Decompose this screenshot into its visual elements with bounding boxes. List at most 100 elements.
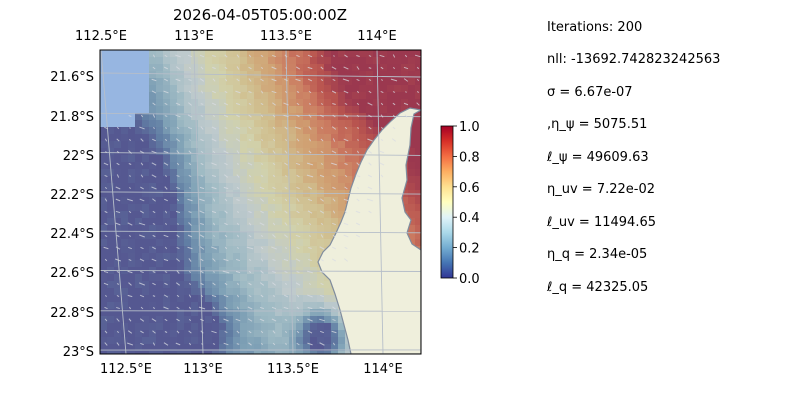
heatmap-cell — [205, 239, 213, 247]
heatmap-cell — [317, 211, 325, 219]
velocity-arrow — [165, 174, 167, 178]
heatmap-cell — [205, 337, 213, 345]
heatmap-cell — [100, 288, 108, 296]
velocity-arrow — [357, 139, 359, 141]
heatmap-cell — [310, 232, 318, 240]
heatmap-cell — [359, 134, 367, 142]
heatmap-cell — [142, 232, 150, 240]
heatmap-cell — [352, 113, 360, 121]
heatmap-cell — [170, 211, 178, 219]
velocity-arrow — [259, 282, 265, 286]
heatmap-cell — [240, 134, 248, 142]
heatmap-cell — [205, 64, 213, 72]
heatmap-cell — [331, 302, 339, 310]
heatmap-cell — [170, 176, 178, 184]
velocity-arrow — [163, 294, 169, 298]
velocity-arrow — [342, 78, 350, 82]
heatmap-cell — [240, 78, 248, 86]
velocity-arrow — [236, 150, 240, 154]
heatmap-cell — [219, 288, 227, 296]
velocity-arrow — [307, 210, 313, 214]
velocity-arrow — [320, 90, 324, 94]
heatmap-cell — [177, 197, 185, 205]
heatmap-cell — [226, 232, 234, 240]
heatmap-cell — [282, 211, 290, 219]
heatmap-cell — [394, 57, 402, 65]
velocity-arrow — [163, 258, 169, 262]
heatmap-cell — [121, 218, 129, 226]
heatmap-cell — [338, 50, 346, 58]
velocity-arrow — [201, 343, 203, 345]
heatmap-cell — [205, 323, 213, 331]
heatmap-cell — [282, 274, 290, 282]
heatmap-cell — [303, 295, 311, 303]
heatmap-cell — [240, 344, 248, 352]
heatmap-cell — [233, 148, 241, 156]
x-tick-top-label: 113.5°E — [260, 29, 312, 44]
heatmap-cell — [352, 162, 360, 170]
heatmap-cell — [219, 141, 227, 149]
heatmap-cell — [198, 344, 206, 352]
heatmap-cell — [163, 253, 171, 261]
heatmap-cell — [114, 330, 122, 338]
heatmap-cell — [415, 78, 421, 86]
velocity-arrow — [139, 258, 145, 262]
heatmap-cell — [156, 120, 164, 128]
heatmap-cell — [170, 225, 178, 233]
heatmap-cell — [240, 148, 248, 156]
velocity-arrow — [272, 54, 276, 58]
heatmap-cell — [331, 78, 339, 86]
heatmap-cell — [268, 85, 276, 93]
heatmap-cell — [142, 120, 150, 128]
heatmap-cell — [212, 183, 220, 191]
heatmap-cell — [177, 274, 185, 282]
velocity-arrow — [331, 330, 337, 334]
heatmap-cell — [149, 71, 157, 79]
heatmap-cell — [345, 92, 353, 100]
velocity-arrow — [332, 138, 336, 142]
velocity-arrow — [188, 102, 192, 106]
heatmap-cell — [219, 260, 227, 268]
velocity-arrow — [380, 90, 384, 94]
velocity-arrow — [248, 330, 252, 334]
heatmap-cell — [289, 50, 297, 58]
heatmap-cell — [359, 141, 367, 149]
heatmap-cell — [289, 197, 297, 205]
heatmap-cell — [289, 169, 297, 177]
heatmap-cell — [135, 162, 143, 170]
velocity-arrow — [212, 90, 216, 94]
heatmap-cell — [100, 281, 108, 289]
heatmap-cell — [408, 211, 416, 219]
velocity-arrow — [320, 79, 324, 81]
velocity-arrow — [272, 222, 276, 226]
heatmap-cell — [268, 225, 276, 233]
heatmap-cell — [268, 204, 276, 212]
heatmap-cell — [142, 176, 150, 184]
heatmap-cell — [282, 253, 290, 261]
velocity-arrow — [200, 270, 204, 274]
heatmap-cell — [303, 302, 311, 310]
heatmap-cell — [100, 232, 108, 240]
heatmap-cell — [107, 211, 115, 219]
heatmap-cell — [128, 183, 136, 191]
heatmap-cell — [212, 92, 220, 100]
velocity-arrow — [129, 175, 131, 177]
velocity-arrow — [200, 175, 204, 177]
velocity-arrow — [296, 102, 300, 106]
heatmap-cell — [317, 323, 325, 331]
heatmap-cell — [156, 225, 164, 233]
heatmap-cell — [387, 92, 395, 100]
velocity-arrow — [151, 174, 157, 178]
heatmap-cell — [128, 351, 136, 354]
velocity-arrow — [308, 222, 312, 226]
heatmap-cell — [415, 92, 421, 100]
heatmap-cell — [373, 64, 381, 72]
heatmap-cell — [303, 57, 311, 65]
heatmap-cell — [324, 92, 332, 100]
heatmap-cell — [317, 85, 325, 93]
velocity-arrow — [320, 103, 324, 105]
velocity-arrow — [331, 90, 337, 94]
heatmap-cell — [219, 274, 227, 282]
velocity-arrow — [392, 54, 396, 58]
y-axis: 21.6°S 21.8°S 22°S 22.2°S 22.4°S 22.6°S … — [50, 70, 94, 360]
